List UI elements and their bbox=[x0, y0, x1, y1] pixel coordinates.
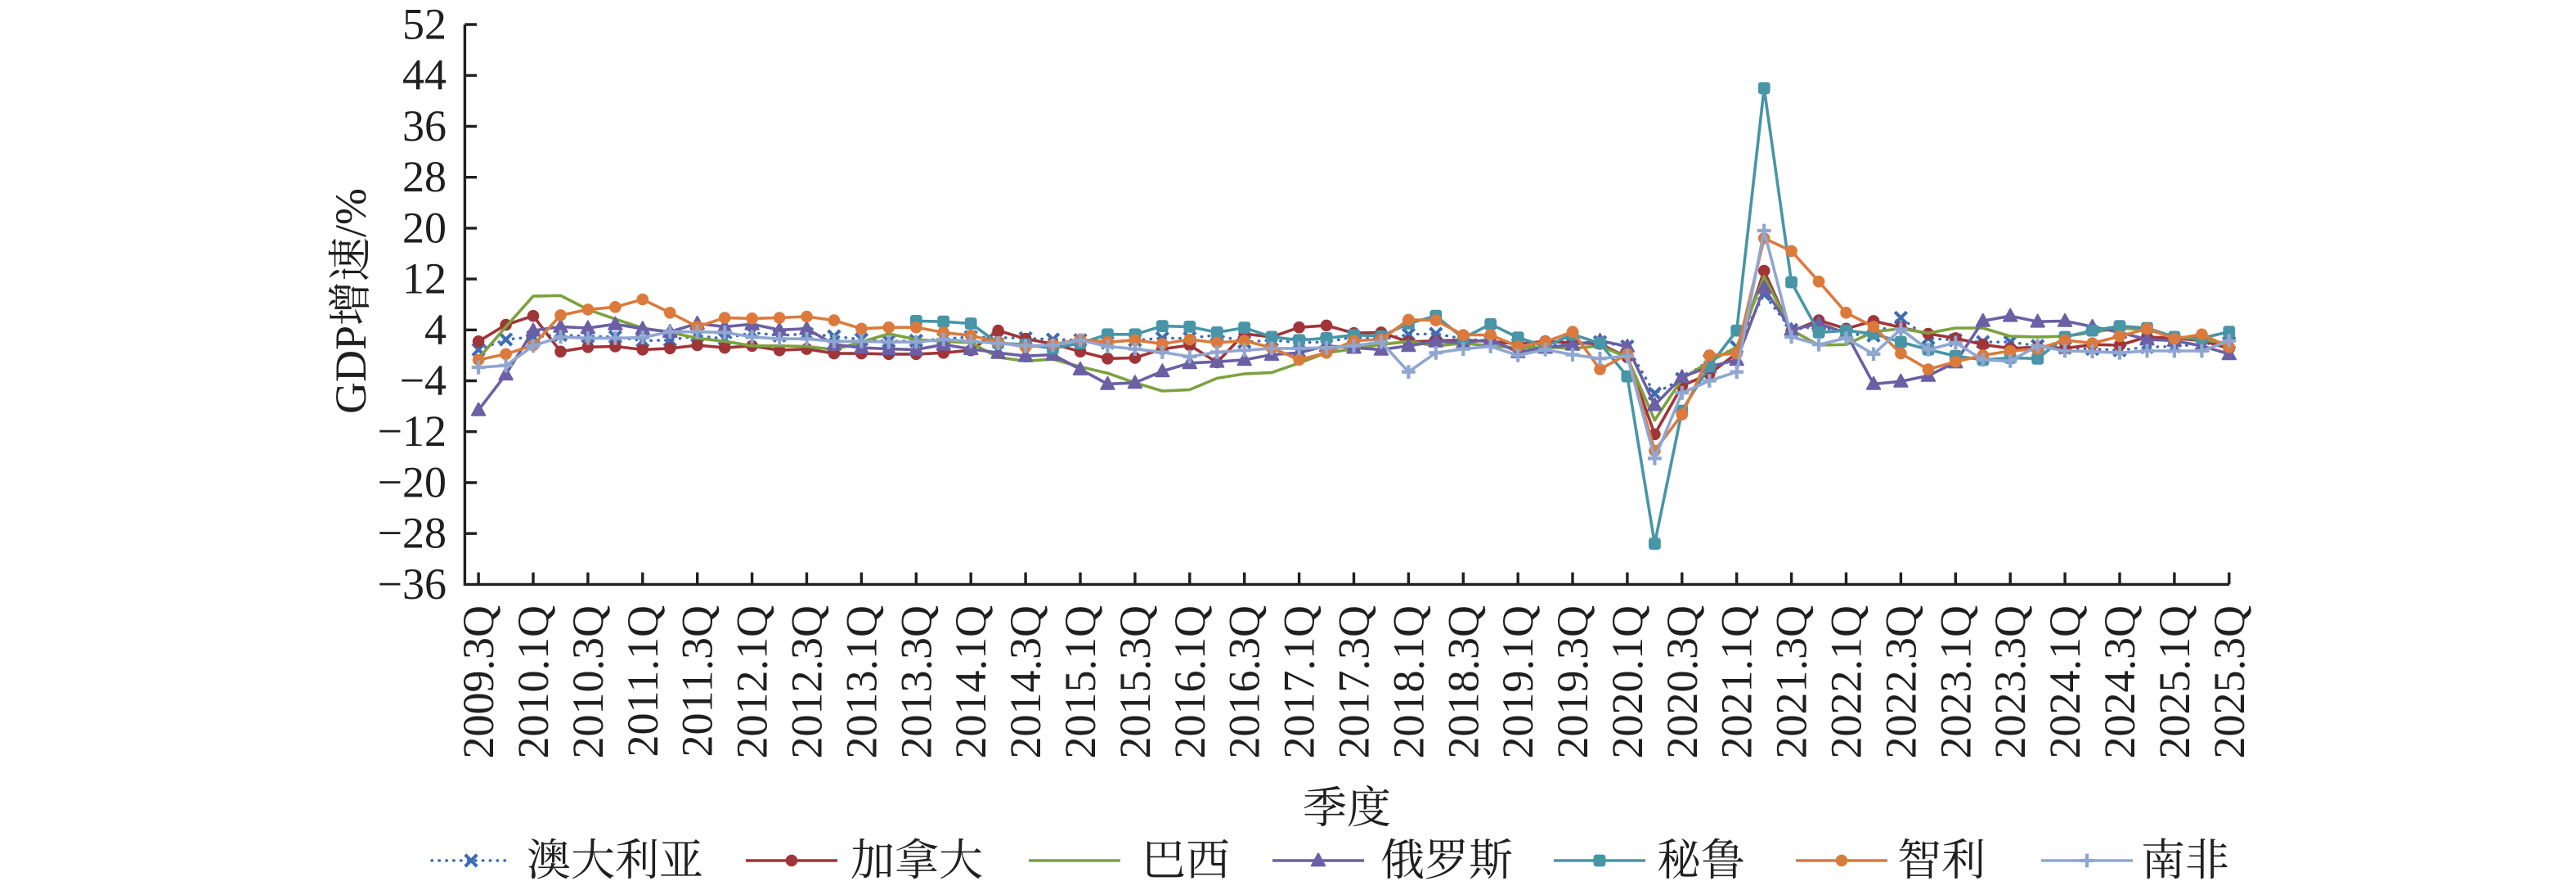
svg-text:−36: −36 bbox=[378, 560, 447, 609]
svg-text:2014.1Q: 2014.1Q bbox=[946, 605, 995, 759]
svg-text:44: 44 bbox=[402, 51, 447, 100]
svg-text:2016.3Q: 2016.3Q bbox=[1220, 605, 1269, 759]
svg-text:2018.1Q: 2018.1Q bbox=[1384, 605, 1433, 759]
svg-text:2013.3Q: 2013.3Q bbox=[891, 605, 940, 759]
svg-text:2019.1Q: 2019.1Q bbox=[1493, 605, 1542, 759]
svg-text:2018.3Q: 2018.3Q bbox=[1438, 605, 1488, 759]
svg-text:2020.3Q: 2020.3Q bbox=[1658, 605, 1707, 759]
svg-text:2025.1Q: 2025.1Q bbox=[2150, 605, 2199, 759]
svg-text:2024.3Q: 2024.3Q bbox=[2095, 605, 2144, 759]
svg-text:2019.3Q: 2019.3Q bbox=[1548, 605, 1597, 759]
svg-text:2017.1Q: 2017.1Q bbox=[1275, 605, 1324, 759]
svg-text:2010.3Q: 2010.3Q bbox=[563, 605, 613, 759]
svg-text:2012.3Q: 2012.3Q bbox=[783, 605, 832, 759]
svg-text:20: 20 bbox=[402, 203, 447, 252]
svg-text:2010.1Q: 2010.1Q bbox=[509, 605, 558, 759]
svg-text:2013.1Q: 2013.1Q bbox=[837, 605, 886, 759]
svg-text:2025.3Q: 2025.3Q bbox=[2205, 605, 2254, 759]
svg-text:36: 36 bbox=[402, 101, 447, 151]
svg-text:2015.1Q: 2015.1Q bbox=[1056, 605, 1105, 759]
svg-text:−20: −20 bbox=[378, 458, 447, 507]
svg-text:2023.1Q: 2023.1Q bbox=[1931, 605, 1980, 759]
svg-text:−28: −28 bbox=[378, 509, 447, 558]
svg-text:12: 12 bbox=[402, 254, 447, 303]
svg-text:52: 52 bbox=[402, 0, 447, 49]
svg-text:−4: −4 bbox=[400, 356, 447, 405]
svg-text:2021.1Q: 2021.1Q bbox=[1712, 605, 1761, 759]
svg-text:GDP: GDP bbox=[326, 326, 375, 414]
svg-text:2014.3Q: 2014.3Q bbox=[1001, 605, 1050, 759]
svg-text:2016.1Q: 2016.1Q bbox=[1165, 605, 1214, 759]
svg-text:/%: /% bbox=[326, 188, 375, 237]
svg-text:2021.3Q: 2021.3Q bbox=[1767, 605, 1816, 759]
svg-text:−12: −12 bbox=[378, 407, 447, 456]
svg-text:2011.1Q: 2011.1Q bbox=[618, 605, 667, 757]
svg-text:2022.1Q: 2022.1Q bbox=[1822, 605, 1871, 759]
svg-text:2023.3Q: 2023.3Q bbox=[1986, 605, 2035, 759]
svg-text:2020.1Q: 2020.1Q bbox=[1603, 605, 1652, 759]
svg-text:2011.3Q: 2011.3Q bbox=[673, 605, 722, 757]
svg-text:2024.1Q: 2024.1Q bbox=[2040, 605, 2089, 759]
svg-text:2017.3Q: 2017.3Q bbox=[1330, 605, 1379, 759]
svg-text:2012.1Q: 2012.1Q bbox=[728, 605, 777, 759]
svg-text:28: 28 bbox=[402, 152, 447, 201]
svg-text:2022.3Q: 2022.3Q bbox=[1876, 605, 1925, 759]
svg-text:4: 4 bbox=[424, 305, 447, 354]
svg-text:2009.3Q: 2009.3Q bbox=[454, 605, 503, 759]
svg-text:2015.3Q: 2015.3Q bbox=[1111, 605, 1160, 759]
